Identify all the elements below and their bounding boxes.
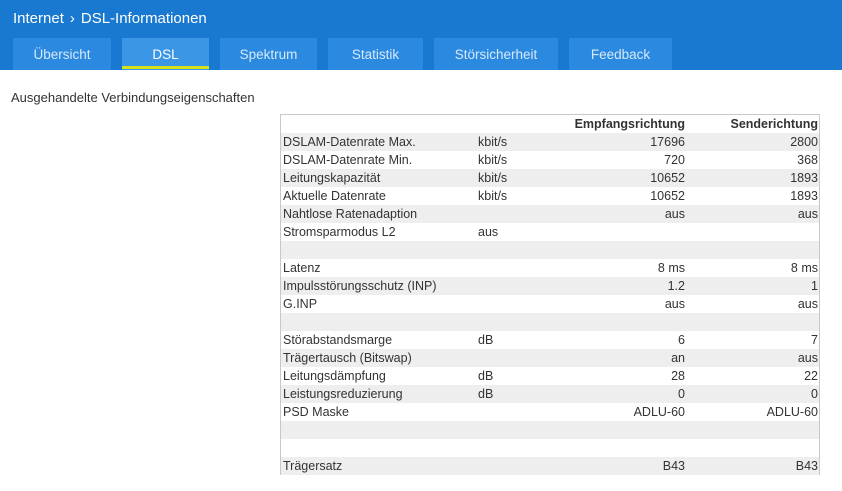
table-row: PSD Maske ADLU-60 ADLU-60 bbox=[281, 403, 819, 421]
row-label: Latenz bbox=[283, 261, 321, 275]
row-value-rx: 1.2 bbox=[667, 279, 685, 293]
column-header-tx: Senderichtung bbox=[730, 117, 818, 131]
row-value-tx: ADLU-60 bbox=[766, 405, 818, 419]
row-value-tx: aus bbox=[797, 351, 818, 365]
row-label: Stromsparmodus L2 bbox=[283, 225, 396, 239]
row-unit: dB bbox=[478, 369, 494, 383]
row-value-tx: 8 ms bbox=[790, 261, 818, 275]
row-value-rx: 17696 bbox=[650, 135, 685, 149]
row-label: Leitungsdämpfung bbox=[283, 369, 386, 383]
row-value-tx: 0 bbox=[811, 387, 818, 401]
row-value-rx: an bbox=[671, 351, 685, 365]
connection-properties-table: Empfangsrichtung Senderichtung DSLAM-Dat… bbox=[280, 114, 820, 475]
table-row: Trägertausch (Bitswap) an aus bbox=[281, 349, 819, 367]
row-value-rx: 28 bbox=[671, 369, 685, 383]
tab-uebersicht[interactable]: Übersicht bbox=[13, 38, 111, 70]
row-value-tx: 1893 bbox=[790, 171, 818, 185]
row-label: Impulsstörungsschutz (INP) bbox=[283, 279, 437, 293]
table-row: Trägersatz B43 B43 bbox=[281, 457, 819, 475]
row-label: Nahtlose Ratenadaption bbox=[283, 207, 418, 221]
row-value-rx: 10652 bbox=[650, 171, 685, 185]
row-label: G.INP bbox=[283, 297, 318, 311]
breadcrumb: Internet › DSL-Informationen bbox=[13, 8, 207, 28]
row-unit: aus bbox=[478, 225, 499, 239]
table-row: Stromsparmodus L2 aus bbox=[281, 223, 819, 241]
tab-label: Feedback bbox=[590, 46, 651, 62]
row-label: Trägersatz bbox=[283, 459, 343, 473]
row-label: Störabstandsmarge bbox=[283, 333, 393, 347]
table-header-row: Empfangsrichtung Senderichtung bbox=[281, 115, 819, 133]
row-value-tx: 1 bbox=[811, 279, 818, 293]
breadcrumb-root[interactable]: Internet bbox=[13, 9, 64, 27]
row-label: Leistungsreduzierung bbox=[283, 387, 403, 401]
tab-spektrum[interactable]: Spektrum bbox=[220, 38, 317, 70]
row-value-rx: ADLU-60 bbox=[633, 405, 685, 419]
row-unit: dB bbox=[478, 387, 494, 401]
row-unit: kbit/s bbox=[478, 171, 508, 185]
table-row: Nahtlose Ratenadaption aus aus bbox=[281, 205, 819, 223]
breadcrumb-separator-icon: › bbox=[69, 9, 75, 27]
row-value-rx: 8 ms bbox=[657, 261, 685, 275]
row-value-tx: B43 bbox=[795, 459, 818, 473]
row-value-rx: 6 bbox=[678, 333, 685, 347]
row-label: PSD Maske bbox=[283, 405, 349, 419]
tab-bar: Übersicht DSL Spektrum Statistik Störsic… bbox=[13, 38, 683, 70]
table-row: G.INP aus aus bbox=[281, 295, 819, 313]
table-row bbox=[281, 421, 819, 439]
row-unit: dB bbox=[478, 333, 494, 347]
tab-statistik[interactable]: Statistik bbox=[328, 38, 423, 70]
row-value-rx: aus bbox=[664, 207, 685, 221]
tab-label: Statistik bbox=[351, 46, 400, 62]
table-row: Latenz 8 ms 8 ms bbox=[281, 259, 819, 277]
row-value-tx: 22 bbox=[804, 369, 818, 383]
row-value-tx: 7 bbox=[811, 333, 818, 347]
tab-label: Störsicherheit bbox=[454, 46, 538, 62]
section-title: Ausgehandelte Verbindungseigenschaften bbox=[11, 90, 255, 105]
row-label: Aktuelle Datenrate bbox=[283, 189, 386, 203]
row-label: DSLAM-Datenrate Min. bbox=[283, 153, 413, 167]
row-value-tx: 368 bbox=[797, 153, 818, 167]
row-label: Leitungskapazität bbox=[283, 171, 381, 185]
header-bar: Internet › DSL-Informationen Übersicht D… bbox=[0, 0, 842, 70]
table-row: DSLAM-Datenrate Min. kbit/s 720 368 bbox=[281, 151, 819, 169]
table-row bbox=[281, 439, 819, 457]
tab-feedback[interactable]: Feedback bbox=[569, 38, 672, 70]
breadcrumb-current: DSL-Informationen bbox=[80, 9, 207, 27]
table-row: Impulsstörungsschutz (INP) 1.2 1 bbox=[281, 277, 819, 295]
row-unit: kbit/s bbox=[478, 135, 508, 149]
table-row: Leistungsreduzierung dB 0 0 bbox=[281, 385, 819, 403]
row-value-rx: 10652 bbox=[650, 189, 685, 203]
row-value-rx: B43 bbox=[662, 459, 685, 473]
row-value-tx: aus bbox=[797, 207, 818, 221]
tab-dsl[interactable]: DSL bbox=[122, 38, 209, 70]
row-value-rx: aus bbox=[664, 297, 685, 311]
table-row: Leitungsdämpfung dB 28 22 bbox=[281, 367, 819, 385]
row-value-tx: 1893 bbox=[790, 189, 818, 203]
table-row bbox=[281, 241, 819, 259]
table-row bbox=[281, 313, 819, 331]
row-label: Trägertausch (Bitswap) bbox=[283, 351, 412, 365]
table-row: Aktuelle Datenrate kbit/s 10652 1893 bbox=[281, 187, 819, 205]
table-row: DSLAM-Datenrate Max. kbit/s 17696 2800 bbox=[281, 133, 819, 151]
row-value-tx: aus bbox=[797, 297, 818, 311]
row-unit: kbit/s bbox=[478, 189, 508, 203]
row-value-rx: 0 bbox=[678, 387, 685, 401]
row-value-tx: 2800 bbox=[790, 135, 818, 149]
table-row: Störabstandsmarge dB 6 7 bbox=[281, 331, 819, 349]
column-header-rx: Empfangsrichtung bbox=[574, 117, 685, 131]
table-row: Leitungskapazität kbit/s 10652 1893 bbox=[281, 169, 819, 187]
row-unit: kbit/s bbox=[478, 153, 508, 167]
tab-label: DSL bbox=[152, 46, 179, 62]
tab-label: Spektrum bbox=[239, 46, 298, 62]
row-label: DSLAM-Datenrate Max. bbox=[283, 135, 416, 149]
tab-stoersicherheit[interactable]: Störsicherheit bbox=[434, 38, 558, 70]
active-tab-indicator bbox=[122, 66, 209, 69]
tab-label: Übersicht bbox=[33, 46, 91, 62]
row-value-rx: 720 bbox=[664, 153, 685, 167]
